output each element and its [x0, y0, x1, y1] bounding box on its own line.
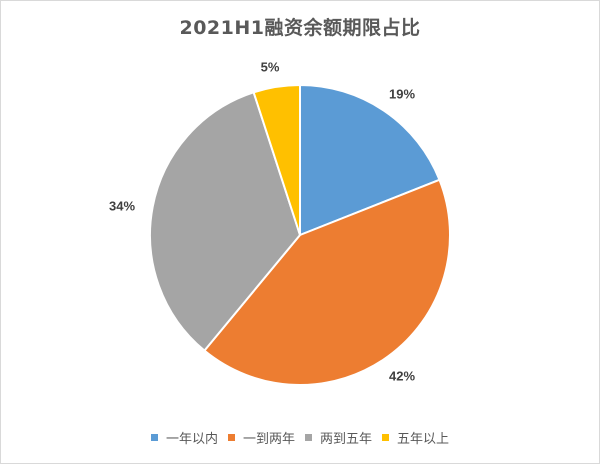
legend-swatch-icon [150, 434, 158, 441]
legend-swatch-icon [382, 434, 390, 441]
legend-item-one-to-two-years[interactable]: 一到两年 [227, 428, 295, 447]
data-label-one-to-two-years: 42% [388, 368, 416, 384]
legend-label: 一年以内 [165, 432, 218, 447]
legend-swatch-icon [227, 434, 235, 441]
legend-item-within-one-year[interactable]: 一年以内 [150, 428, 218, 447]
legend-item-over-five-years[interactable]: 五年以上 [382, 428, 449, 447]
data-label-over-five-years: 5% [260, 59, 280, 75]
data-label-two-to-five-years: 34% [108, 198, 136, 214]
legend-item-two-to-five-years[interactable]: 两到五年 [305, 428, 372, 447]
legend-label: 一到两年 [242, 432, 295, 447]
slice-over-five-years[interactable] [252, 83, 301, 236]
legend-swatch-icon [305, 434, 312, 441]
legend-label: 两到五年 [320, 432, 373, 447]
data-label-within-one-year: 19% [388, 86, 416, 102]
slice-within-one-year[interactable] [299, 83, 441, 237]
legend-label: 五年以上 [397, 432, 450, 447]
slice-two-to-five-years[interactable] [149, 91, 302, 352]
legend: 一年以内 一到两年 两到五年 五年以上 [0, 428, 600, 447]
chart-title: 2021H1融资余额期限占比 [179, 17, 421, 39]
slice-one-to-two-years[interactable] [202, 178, 451, 386]
